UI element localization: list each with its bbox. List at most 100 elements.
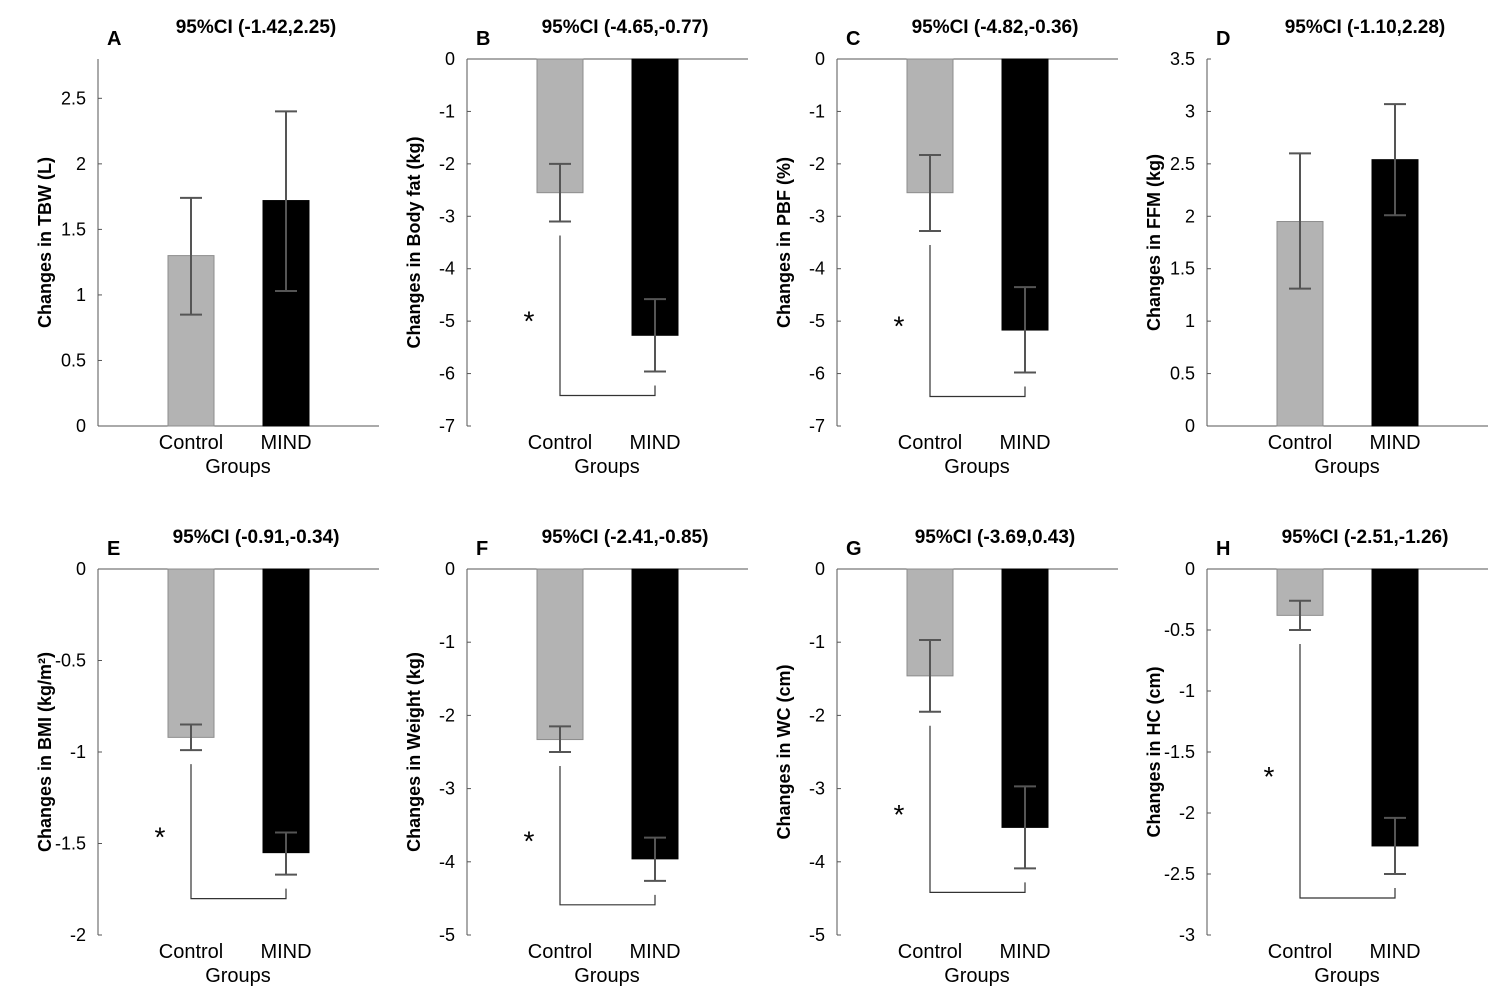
chart-title: 95%CI (-4.82,-0.36) [912, 17, 1079, 38]
y-tick-label: 0.5 [61, 350, 86, 370]
panel-letter: B [476, 28, 490, 50]
y-tick-label: -2 [809, 705, 825, 725]
y-tick-label: -6 [809, 364, 825, 384]
chart-panel-h: H 95%CI (-2.51,-1.26) Changes in HC (cm) 0 -… [1144, 527, 1488, 987]
chart-title: 95%CI (-1.42,2.25) [176, 17, 337, 38]
y-tick-label: -5 [809, 311, 825, 331]
bar-control [536, 568, 584, 741]
chart-panel-f: F 95%CI (-2.41,-0.85) Changes in Weight (k… [404, 527, 748, 987]
y-tick-label: 0.5 [1170, 364, 1195, 384]
significance-bracket [1299, 644, 1396, 899]
x-axis-label: Groups [1314, 965, 1380, 987]
y-tick-label: 3.5 [1170, 49, 1195, 69]
category-label-mind: MIND [999, 432, 1050, 454]
significance-star: * [524, 825, 535, 856]
y-tick-label: -3 [809, 206, 825, 226]
y-tick-label: -4 [809, 259, 825, 279]
y-tick-label: -3 [439, 779, 455, 799]
chart-title: 95%CI (-0.91,-0.34) [173, 527, 340, 548]
y-tick-label: 0 [76, 559, 86, 579]
significance-star: * [524, 306, 535, 337]
y-tick-label: -1 [809, 101, 825, 121]
y-tick-label: 2 [76, 154, 86, 174]
significance-bracket [559, 235, 656, 397]
panel-letter: C [846, 28, 860, 50]
y-tick-label: 0 [1185, 416, 1195, 436]
bar-mind [262, 568, 310, 854]
y-axis-label: Changes in Weight (kg) [404, 652, 424, 852]
panel-letter: H [1216, 538, 1230, 560]
y-tick-label: -4 [439, 259, 455, 279]
category-label-control: Control [159, 941, 223, 963]
y-tick-label: -2 [439, 705, 455, 725]
y-tick-label: -1 [1179, 681, 1195, 701]
y-tick-label: -3 [1179, 925, 1195, 945]
y-tick-label: -1 [439, 632, 455, 652]
significance-bracket [929, 244, 1026, 398]
y-tick-label: 1 [1185, 311, 1195, 331]
chart-panel-g: G 95%CI (-3.69,0.43) Changes in WC (cm) 0 -1… [774, 527, 1118, 987]
y-tick-label: -2 [70, 925, 86, 945]
bar-mind [1001, 58, 1049, 331]
panel-letter: F [476, 538, 488, 560]
y-tick-label: -2 [809, 154, 825, 174]
significance-star: * [894, 799, 905, 830]
bar-mind [1001, 568, 1049, 828]
y-tick-label: 0 [815, 559, 825, 579]
y-axis-label: Changes in HC (cm) [1144, 666, 1164, 837]
chart-panel-c: C 95%CI (-4.82,-0.36) Changes in PBF (%) 0 -… [774, 17, 1118, 478]
significance-bracket [190, 764, 287, 900]
y-axis-label: Changes in BMI (kg/m²) [35, 652, 55, 852]
chart-title: 95%CI (-3.69,0.43) [915, 527, 1076, 548]
category-label-mind: MIND [260, 432, 311, 454]
category-label-mind: MIND [260, 941, 311, 963]
y-tick-label: 2.5 [61, 88, 86, 108]
category-label-control: Control [1268, 432, 1332, 454]
category-label-control: Control [1268, 941, 1332, 963]
chart-title: 95%CI (-2.41,-0.85) [542, 527, 709, 548]
chart-title: 95%CI (-4.65,-0.77) [542, 17, 709, 38]
x-axis-label: Groups [574, 965, 640, 987]
bar-control [167, 568, 215, 738]
significance-bracket [559, 766, 656, 906]
x-axis-label: Groups [205, 965, 271, 987]
significance-star: * [155, 821, 166, 852]
significance-star: * [894, 311, 905, 342]
y-tick-label: -0.5 [1164, 620, 1195, 640]
category-label-mind: MIND [1369, 941, 1420, 963]
category-label-control: Control [898, 432, 962, 454]
y-tick-label: -2 [1179, 803, 1195, 823]
y-tick-label: -2 [439, 154, 455, 174]
y-tick-label: 1.5 [1170, 259, 1195, 279]
chart-panel-a: A 95%CI (-1.42,2.25) Changes in TBW (L) 0 0.… [35, 17, 379, 478]
y-tick-label: -1 [809, 632, 825, 652]
category-label-mind: MIND [999, 941, 1050, 963]
y-tick-label: 3 [1185, 101, 1195, 121]
category-label-mind: MIND [629, 941, 680, 963]
chart-title: 95%CI (-2.51,-1.26) [1282, 527, 1449, 548]
category-label-control: Control [528, 941, 592, 963]
chart-panel-b: B 95%CI (-4.65,-0.77) Changes in Body fat … [404, 17, 748, 478]
y-tick-label: -1 [70, 742, 86, 762]
y-tick-label: -2.5 [1164, 864, 1195, 884]
y-axis-label: Changes in WC (cm) [774, 664, 794, 839]
category-label-control: Control [159, 432, 223, 454]
y-tick-label: -3 [439, 206, 455, 226]
x-axis-label: Groups [944, 456, 1010, 478]
y-tick-label: -1 [439, 101, 455, 121]
y-tick-label: 0 [76, 416, 86, 436]
x-axis-label: Groups [574, 456, 640, 478]
y-tick-label: 0 [445, 49, 455, 69]
y-tick-label: 0 [815, 49, 825, 69]
y-tick-label: -6 [439, 364, 455, 384]
panel-letter: A [107, 28, 121, 50]
chart-panel-e: E 95%CI (-0.91,-0.34) Changes in BMI (kg/m… [35, 527, 379, 987]
y-tick-label: 1 [76, 285, 86, 305]
y-axis-label: Changes in PBF (%) [774, 157, 794, 328]
bar-mind [631, 568, 679, 860]
y-tick-label: 2.5 [1170, 154, 1195, 174]
chart-panel-d: D 95%CI (-1.10,2.28) Changes in FFM (kg) 0 0… [1144, 17, 1488, 478]
panel-letter: G [846, 538, 862, 560]
panel-letter: E [107, 538, 120, 560]
